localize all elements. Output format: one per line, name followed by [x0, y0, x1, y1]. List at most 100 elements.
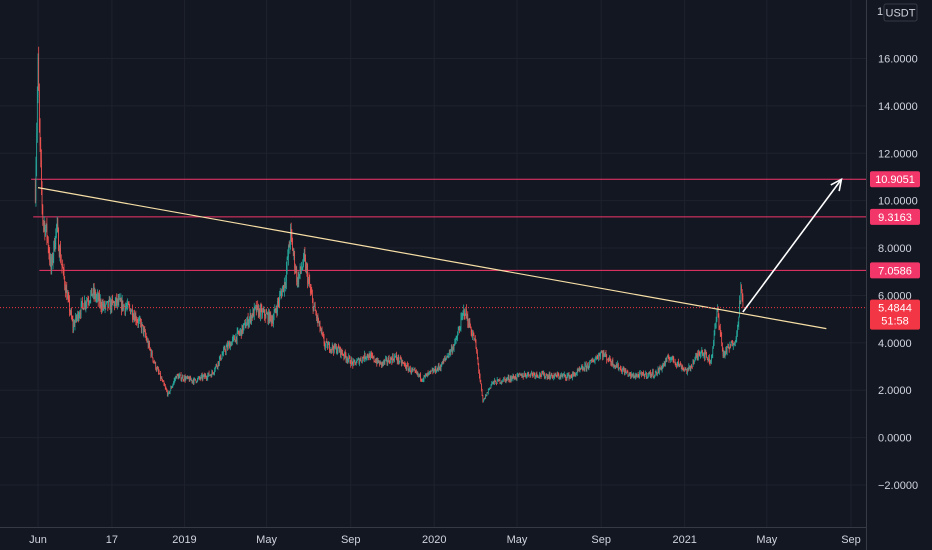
- candle-body: [82, 303, 84, 310]
- candle-body: [471, 333, 473, 336]
- candle-body: [275, 308, 276, 311]
- candle-body: [89, 301, 90, 303]
- candle: [262, 308, 263, 319]
- candle-body: [482, 395, 484, 402]
- candle-body: [184, 376, 186, 381]
- candle: [565, 376, 567, 382]
- candle-body: [385, 358, 386, 361]
- candle-body: [126, 306, 128, 308]
- candle: [348, 355, 350, 359]
- candle-body: [685, 368, 686, 370]
- candle: [575, 371, 577, 377]
- candle-body: [520, 374, 521, 376]
- candle-body: [171, 387, 172, 389]
- candle-body: [59, 248, 61, 256]
- candle: [142, 324, 144, 327]
- candle-body: [675, 362, 677, 365]
- candle: [617, 362, 619, 371]
- candle-body: [589, 362, 590, 367]
- candle: [405, 365, 407, 371]
- level-badge-text: 9.3163: [878, 212, 912, 224]
- candle: [180, 371, 182, 382]
- candle-body: [496, 379, 498, 384]
- candle-body: [303, 253, 305, 255]
- candle-body: [661, 366, 663, 370]
- candle: [314, 301, 316, 312]
- candle-body: [615, 365, 616, 367]
- candle-body: [580, 368, 581, 370]
- candle: [677, 361, 679, 368]
- candle: [333, 345, 335, 356]
- candle-body: [555, 373, 556, 376]
- candle-body: [676, 364, 677, 366]
- candle: [723, 350, 725, 358]
- candle: [296, 266, 298, 286]
- candle-body: [255, 305, 256, 307]
- candle: [448, 349, 450, 358]
- candle: [219, 355, 221, 360]
- candle: [623, 366, 625, 373]
- candle: [671, 356, 673, 362]
- candle-body: [238, 333, 240, 334]
- candle-body: [297, 277, 298, 282]
- candle: [611, 360, 612, 367]
- candle-body: [418, 374, 420, 376]
- candle-body: [660, 367, 662, 369]
- candle-body: [104, 302, 105, 308]
- candle-body: [375, 360, 377, 363]
- candle: [675, 362, 677, 368]
- candle-body: [75, 315, 76, 322]
- arrow-shaft: [742, 178, 843, 313]
- candle-body: [412, 369, 414, 371]
- candle: [682, 367, 684, 371]
- candle-body: [221, 358, 222, 360]
- candle-body: [529, 374, 530, 376]
- candle: [162, 378, 163, 383]
- candle-body: [568, 373, 569, 376]
- candle-body: [585, 364, 586, 366]
- candle: [653, 375, 655, 380]
- candle-body: [544, 376, 546, 378]
- candle: [429, 370, 430, 375]
- candle-body: [377, 358, 379, 363]
- candle-body: [210, 374, 211, 376]
- candle: [412, 366, 414, 372]
- candle: [174, 377, 176, 383]
- candle: [334, 342, 336, 349]
- candle-body: [214, 367, 216, 371]
- candle: [77, 311, 79, 323]
- candle-body: [128, 302, 129, 305]
- candle-body: [218, 361, 219, 365]
- candle-body: [222, 353, 224, 355]
- candle: [634, 375, 636, 379]
- candle-body: [633, 374, 635, 378]
- candle-body: [99, 299, 101, 304]
- candle-body: [470, 328, 472, 334]
- candle-body: [614, 365, 616, 368]
- candle-body: [67, 295, 69, 297]
- candle-body: [388, 358, 390, 363]
- candle: [344, 351, 345, 360]
- candle: [536, 371, 538, 378]
- candle-body: [106, 301, 108, 302]
- candle: [589, 359, 591, 365]
- candle-body: [689, 366, 690, 368]
- candle-body: [39, 90, 40, 120]
- candle: [348, 353, 350, 363]
- candle: [661, 364, 663, 373]
- candle: [661, 365, 662, 371]
- candle-body: [405, 367, 407, 369]
- candle: [58, 245, 60, 258]
- candle: [539, 371, 541, 379]
- candle-body: [664, 362, 666, 365]
- candle: [592, 358, 594, 363]
- candle: [606, 359, 608, 361]
- candle-body: [663, 364, 664, 366]
- candle-body: [301, 268, 303, 270]
- candle-body: [63, 268, 65, 278]
- candle: [46, 217, 48, 246]
- candle: [417, 371, 419, 377]
- candle-body: [216, 366, 218, 367]
